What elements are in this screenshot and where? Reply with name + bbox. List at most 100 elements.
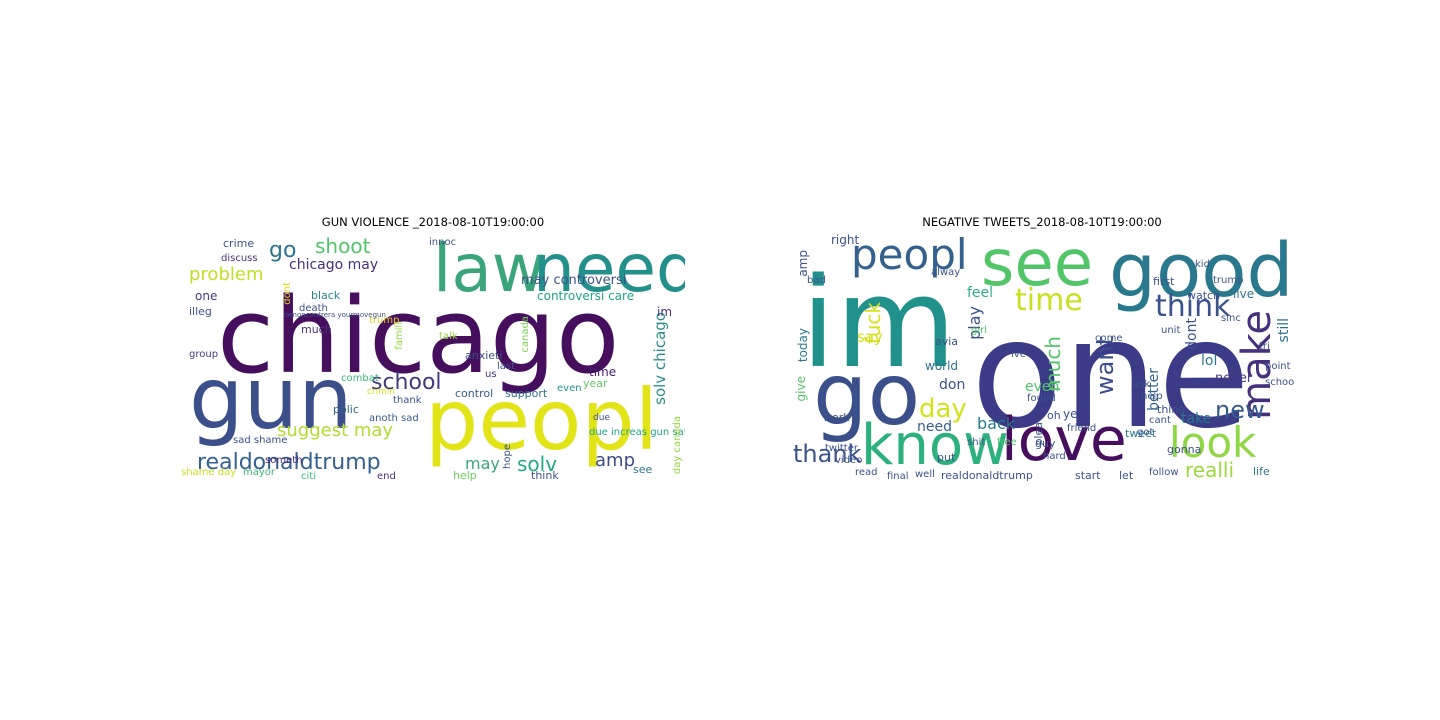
cloud-word: peopl [425,371,659,469]
cloud-word: crimin [367,387,396,397]
cloud-word: feel [967,285,994,301]
cloud-word: video [835,455,863,466]
cloud-word: dont [1184,318,1200,350]
cloud-word: point [1265,361,1291,372]
cloud-word: right [831,233,860,247]
cloud-word: hard [1043,451,1066,462]
cloud-word: love [1001,405,1127,475]
cloud-word: us [485,369,497,380]
cloud-word: give [794,376,808,402]
cloud-word: citi [301,471,316,482]
cloud-word: much [301,323,332,336]
cloud-word: suggest may [277,420,394,441]
cloud-word: girl [971,325,988,336]
cloud-word: friend [1067,423,1097,434]
cloud-word: lol [1201,353,1218,369]
cloud-word: realdonaldtrump [941,469,1033,482]
cloud-word: found [1027,393,1056,404]
cloud-word: let [1119,469,1134,482]
cloud-word: shoot [315,234,371,258]
cloud-word: someth [265,455,303,466]
cloud-word: thank [793,440,862,468]
cloud-word: go [269,238,297,263]
cloud-word: realli [1185,458,1235,482]
cloud-word: hope [502,444,513,469]
cloud-word: im [801,252,957,396]
cloud-word: go [813,345,921,445]
cloud-word: shame day [181,467,237,478]
cloud-word: bad [807,275,826,286]
cloud-word: first [1153,275,1175,288]
cloud-word: discuss [221,253,258,264]
cloud-word: tweet [1125,427,1157,440]
cloud-word: famili [394,322,405,350]
cloud-word: thing [1157,403,1186,416]
cloud-word: help [1141,391,1163,402]
cloud-word: ye [1063,407,1078,421]
cloud-word: one [971,288,1251,462]
cloud-word: controversi care [537,289,635,303]
cloud-word: amp [796,250,810,277]
word-cloud: one im go good see peopl love know look … [791,232,1295,484]
cloud-word: amp [595,450,635,471]
cloud-word: crime [223,237,255,250]
cloud-word: new [1215,396,1265,424]
cloud-word: need [917,419,952,435]
cloud-word: alway [931,267,961,278]
cloud-word: trump [369,315,400,326]
cloud-word: day canada [672,416,683,475]
cloud-word: illeg [189,305,212,318]
cloud-word: say [857,328,883,346]
cloud-word: avia [935,335,959,348]
cloud-word: look [1169,418,1257,467]
cloud-word: combat [341,373,379,384]
cloud-word: think [1155,289,1231,324]
cloud-word: school [1265,377,1295,388]
word-cloud: chicago peopl gun law need realdonaldtru… [181,232,685,484]
cloud-word: innoc [429,237,457,248]
cloud-word: canada [520,316,531,353]
cloud-word: due [593,413,610,423]
cloud-word: back [977,414,1016,433]
cloud-word: ramoncontrera yourmovegun [283,311,386,319]
cloud-word: solv chicago [651,312,669,405]
cloud-word: final [887,471,909,482]
cloud-word: today [796,328,810,363]
cloud-word: think [531,469,559,482]
cloud-word: follow [1149,467,1179,478]
cloud-word: dont [282,282,293,305]
cloud-word: put [937,451,956,464]
cloud-word: watch [1187,289,1221,302]
cloud-word: trump [1213,275,1244,286]
cloud-word: start [1075,469,1101,482]
cloud-word: time [589,365,617,379]
cloud-word: last [497,361,516,372]
cloud-word: solv [517,452,558,476]
cloud-word: group [189,349,219,360]
cloud-word: may [465,454,500,473]
cloud-word: want [1091,336,1119,395]
cloud-word: live [1233,287,1255,301]
cloud-word: problem [189,264,264,285]
cloud-word: chicago [217,275,620,397]
cloud-word: need [533,232,685,307]
cloud-word: even [557,383,582,394]
cloud-word: year [583,377,608,390]
cloud-word: due increas gun safeti [589,427,685,438]
cloud-word: support [505,387,548,400]
cloud-word: end [377,471,396,482]
cloud-word: gun [189,349,353,449]
cloud-word: school [371,370,442,395]
cloud-word: know [861,413,1009,478]
cloud-word: ask [1133,379,1151,390]
cloud-word: free [997,437,1017,448]
cloud-word: unit [1161,325,1181,336]
cloud-word: anoth sad [369,413,419,424]
cloud-word: peopl [851,232,968,279]
cloud-word: chicago may [289,257,379,273]
cloud-word: tri [1259,341,1270,352]
cloud-word: one [195,289,218,303]
cloud-word: talk [439,331,458,342]
cloud-word: time [1015,283,1083,318]
cloud-word: come [1095,333,1123,344]
